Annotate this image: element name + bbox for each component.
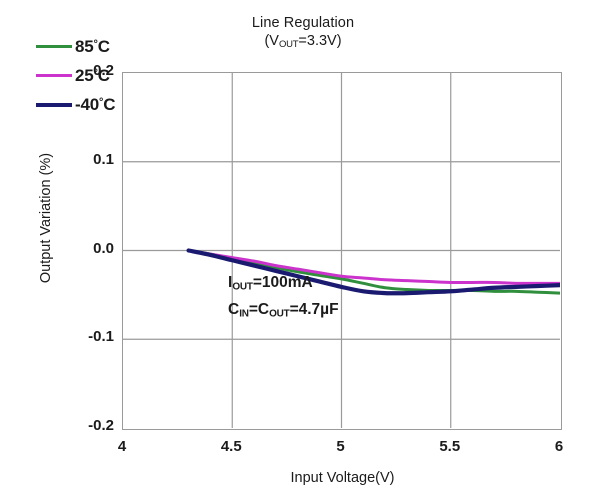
y-tick-label: -0.2	[88, 417, 114, 434]
chart-subtitle: (VOUT=3.3V)	[0, 32, 606, 54]
x-axis-title: Input Voltage(V)	[290, 470, 395, 486]
x-tick-label: 5.5	[439, 438, 461, 455]
legend-item-label: 85°C	[75, 37, 110, 57]
series-lines	[186, 248, 560, 296]
x-tick-label: 4.5	[220, 438, 242, 455]
degree-icon: °	[93, 37, 98, 50]
chart-legend: 85°C 25°C -40°C	[36, 32, 115, 119]
subtitle-subscript: OUT	[278, 39, 299, 51]
y-tick-label: 0.2	[93, 62, 114, 79]
series-line	[187, 249, 560, 285]
plot-area	[122, 72, 562, 430]
legend-swatch-icon	[36, 102, 72, 107]
degree-icon: °	[98, 95, 104, 108]
y-axis-tick-labels: 0.2 0.1 0.0 -0.1 -0.2	[62, 0, 114, 504]
legend-unit: C	[97, 65, 110, 85]
gridlines	[123, 73, 560, 428]
legend-item[interactable]: 25°C	[36, 61, 115, 90]
y-tick-label: -0.1	[88, 328, 114, 346]
annotation-line-cap: CIN=COUT=4.7µF	[228, 299, 339, 326]
subtitle-suffix: =3.3V)	[298, 33, 342, 49]
annotation-cap-suffix: =4.7µF	[289, 300, 339, 318]
legend-value: 85	[75, 36, 94, 56]
legend-item[interactable]: -40°C	[36, 90, 115, 119]
annotation-line-iout: IOUT=100mA	[228, 272, 339, 299]
legend-swatch-icon	[36, 74, 72, 77]
legend-item-label: -40°C	[75, 95, 115, 115]
series-line	[186, 248, 560, 296]
y-tick-label: 0.0	[93, 239, 114, 257]
y-tick-label: 0.1	[93, 150, 114, 168]
annotation-cap-mid: =C	[248, 300, 270, 318]
x-axis-tick-labels: 4 4.5 5 5.5 6	[118, 438, 563, 462]
legend-value: -40	[75, 94, 99, 114]
legend-item-label: 25°C	[75, 66, 110, 86]
annotation-iout-prefix: I	[228, 274, 233, 291]
legend-unit: C	[97, 36, 110, 56]
x-tick-label: 6	[554, 438, 564, 455]
y-axis-title: Output Variation (%)	[38, 152, 54, 284]
legend-item[interactable]: 85°C	[36, 32, 115, 61]
annotation-iout-suffix: =100mA	[252, 274, 313, 291]
series-line	[187, 249, 560, 295]
annotation-cin-prefix: C	[228, 300, 240, 318]
legend-unit: C	[103, 94, 116, 114]
annotation-iout-subscript: OUT	[232, 281, 253, 293]
annotation-cout-subscript: OUT	[269, 308, 290, 319]
chart-title: Line Regulation	[251, 15, 355, 31]
chart-title-block: Line Regulation (VOUT=3.3V)	[0, 14, 606, 54]
chart-annotation: IOUT=100mA CIN=COUT=4.7µF	[228, 272, 339, 325]
legend-value: 25	[75, 65, 94, 85]
legend-swatch-icon	[36, 45, 72, 48]
plot-svg	[123, 73, 560, 428]
subtitle-prefix: (V	[264, 33, 279, 49]
annotation-cin-subscript: IN	[239, 308, 249, 319]
degree-icon: °	[93, 66, 98, 79]
x-tick-label: 5	[336, 438, 345, 455]
x-tick-label: 4	[117, 438, 127, 455]
